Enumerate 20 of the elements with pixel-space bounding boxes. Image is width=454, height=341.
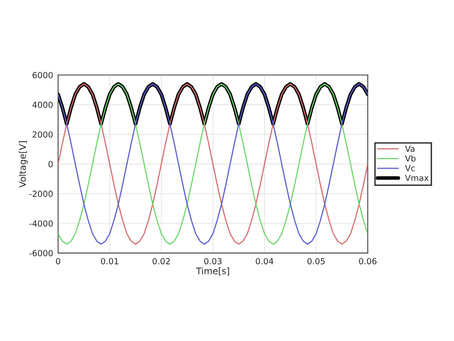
legend-label: Vc (405, 165, 415, 172)
y-tick-label: -2000 (29, 190, 53, 197)
y-tick-label: 0 (48, 161, 53, 168)
legend-label: Va (405, 146, 414, 152)
y-tick-label: -6000 (29, 250, 53, 256)
y-axis-title: Voltage[V] (18, 141, 28, 188)
x-axis-title: Time[s] (196, 267, 230, 276)
x-tick-label: 0 (56, 258, 60, 264)
legend-label: Vmax (405, 174, 429, 182)
y-tick-label: 2000 (32, 131, 53, 138)
x-tick-label: 0.06 (359, 258, 376, 264)
y-tick-label: -4000 (29, 220, 53, 227)
y-tick-label: 4000 (32, 102, 53, 108)
x-tick-label: 0.03 (204, 258, 222, 264)
x-tick-label: 0.05 (307, 258, 325, 264)
x-tick-label: 0.04 (256, 258, 274, 264)
x-tick-label: 0.01 (100, 258, 118, 264)
legend-label: Vb (405, 155, 416, 162)
y-tick-label: 6000 (32, 72, 53, 78)
x-tick-label: 0.02 (152, 258, 170, 264)
